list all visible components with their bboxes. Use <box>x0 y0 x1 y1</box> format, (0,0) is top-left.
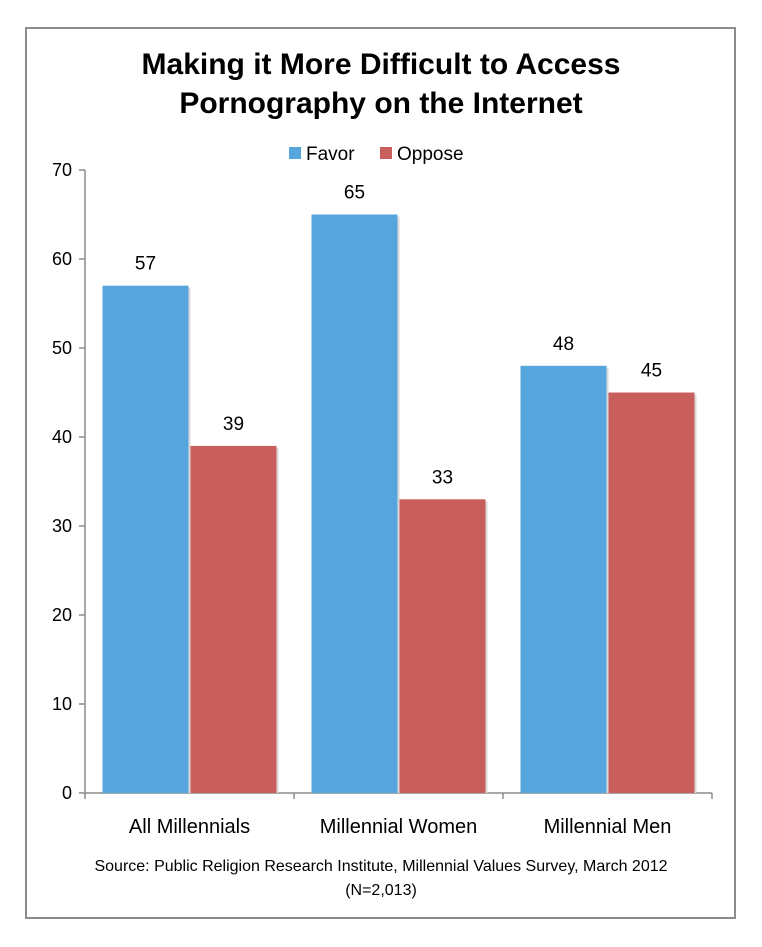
data-label: 33 <box>432 467 453 488</box>
y-tick-label: 70 <box>52 160 72 180</box>
bars: 57 65 48 39 33 45 <box>102 183 697 794</box>
data-label: 65 <box>344 183 365 204</box>
data-label: 45 <box>641 361 662 382</box>
legend: Favor Oppose <box>289 144 464 165</box>
x-category-label: Millennial Women <box>320 816 477 838</box>
y-tick-label: 0 <box>62 783 72 803</box>
legend-label: Oppose <box>397 144 464 165</box>
y-tick-label: 10 <box>52 694 72 714</box>
legend-label: Favor <box>306 144 355 165</box>
source-note: Source: Public Religion Research Institu… <box>94 858 668 899</box>
bar-favor[interactable] <box>102 285 189 793</box>
data-label: 48 <box>553 334 574 355</box>
bar-favor[interactable] <box>311 214 398 794</box>
y-tick-label: 50 <box>52 338 72 358</box>
chart-title: Making it More Difficult to Access Porno… <box>141 48 621 120</box>
x-category-label: Millennial Men <box>544 816 672 838</box>
y-tick-label: 20 <box>52 605 72 625</box>
x-axis: All Millennials Millennial Women Millennia… <box>84 792 713 838</box>
y-tick-label: 40 <box>52 427 72 447</box>
legend-swatch-favor <box>289 147 301 159</box>
bar-oppose[interactable] <box>399 499 486 793</box>
y-tick-label: 30 <box>52 516 72 536</box>
data-label: 57 <box>135 254 156 275</box>
x-category-label: All Millennials <box>129 816 250 838</box>
bar-favor[interactable] <box>520 365 607 793</box>
bar-oppose[interactable] <box>608 392 695 794</box>
y-tick-label: 60 <box>52 249 72 269</box>
bar-oppose[interactable] <box>190 445 277 793</box>
legend-swatch-oppose <box>380 147 392 159</box>
y-axis: 0 10 20 30 40 50 60 70 <box>52 160 86 803</box>
data-label: 39 <box>223 414 244 435</box>
